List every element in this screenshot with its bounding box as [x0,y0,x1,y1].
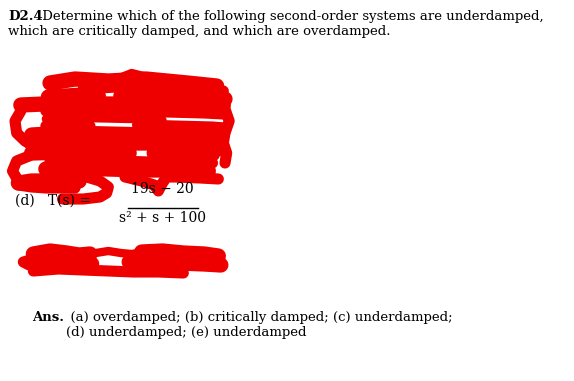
Text: (a) overdamped; (b) critically damped; (c) underdamped;: (a) overdamped; (b) critically damped; (… [61,311,452,324]
Text: (d)   T(s) =: (d) T(s) = [15,194,91,208]
Text: which are critically damped, and which are overdamped.: which are critically damped, and which a… [9,25,391,38]
Text: 19s − 20: 19s − 20 [131,182,194,196]
Text: Ans.: Ans. [32,311,64,324]
Text: D2.4: D2.4 [9,10,43,23]
Text: Determine which of the following second-order systems are underdamped,: Determine which of the following second-… [37,10,543,23]
Text: (d) underdamped; (e) underdamped: (d) underdamped; (e) underdamped [32,326,306,339]
Text: s² + s + 100: s² + s + 100 [119,211,206,225]
